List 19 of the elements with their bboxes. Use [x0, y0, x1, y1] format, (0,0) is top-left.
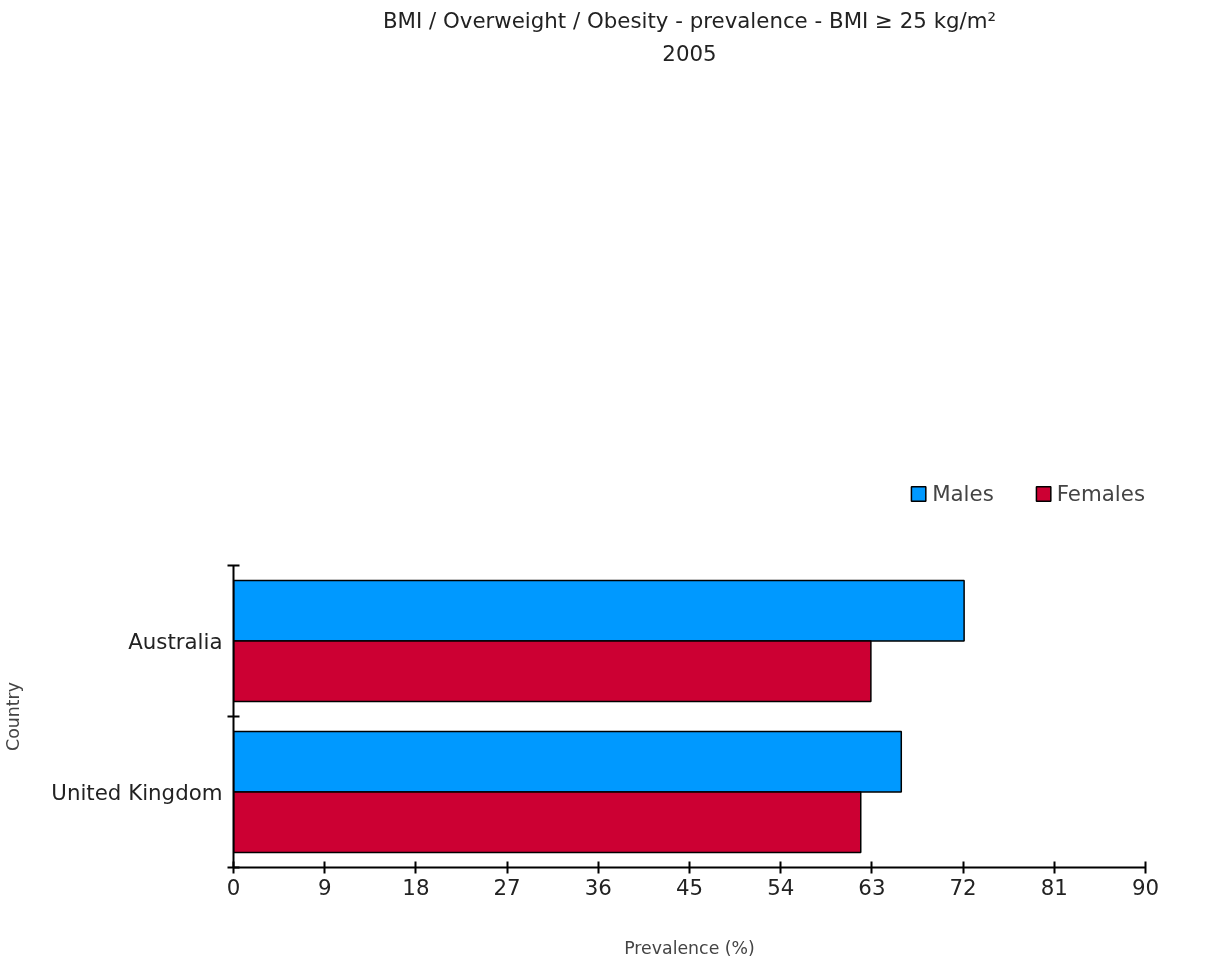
y-tick-label: Australia — [128, 628, 223, 654]
y-tick-label: United Kingdom — [51, 779, 223, 805]
legend-label: Females — [1056, 480, 1145, 506]
x-tick-label: 18 — [402, 874, 430, 900]
x-tick-label: 72 — [949, 874, 977, 900]
x-axis-title: Prevalence (%) — [624, 937, 755, 958]
x-tick-label: 90 — [1131, 874, 1160, 900]
x-tick-label: 63 — [858, 874, 886, 900]
x-tick-label: 0 — [226, 874, 241, 900]
x-tick-label: 54 — [767, 874, 795, 900]
x-tick-label: 81 — [1040, 874, 1068, 900]
x-tick-label: 36 — [584, 874, 612, 900]
y-axis-title: Country — [3, 682, 24, 751]
legend-label: Males — [932, 480, 994, 506]
chart-title: BMI / Overweight / Obesity - prevalence - BMI ≥ 25 kg/m² — [382, 7, 997, 33]
x-tick-label: 9 — [317, 874, 332, 900]
x-tick-label: 45 — [675, 874, 704, 900]
chart-subtitle: 2005 — [662, 40, 717, 66]
x-tick-label: 27 — [493, 874, 521, 900]
